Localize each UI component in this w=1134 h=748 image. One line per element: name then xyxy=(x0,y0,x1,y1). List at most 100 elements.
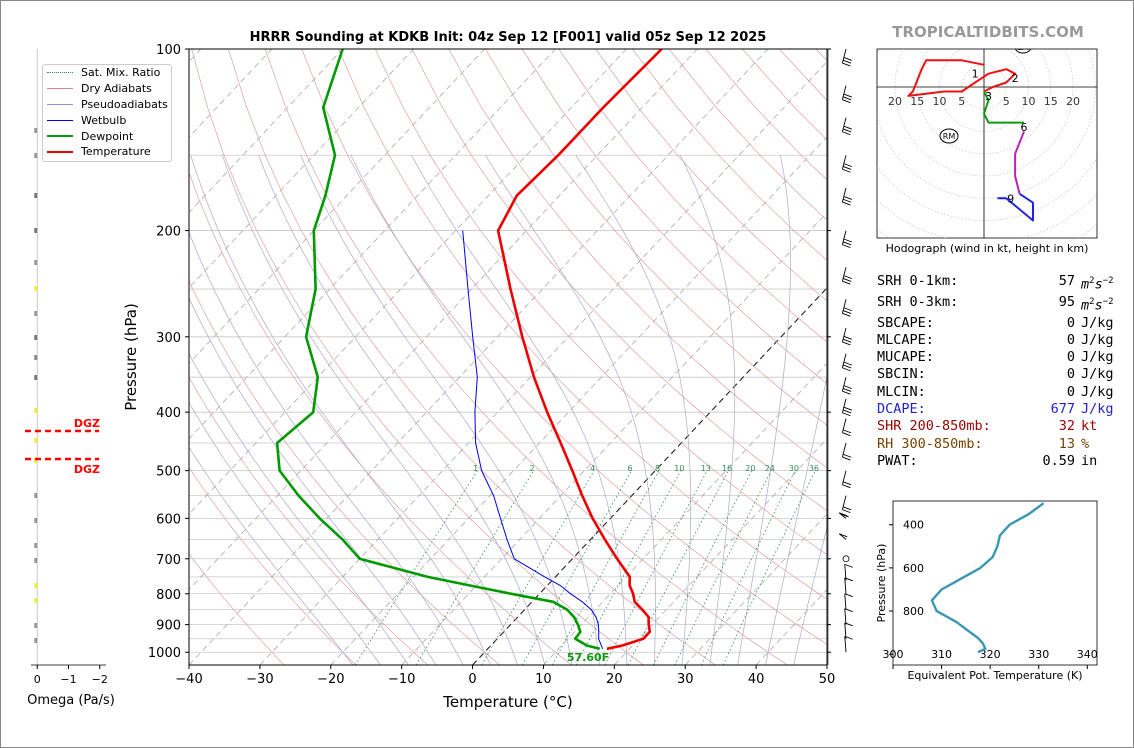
dry-adiabat xyxy=(558,49,827,343)
dry-adiabat xyxy=(521,49,827,384)
omega-tick-label: 0 xyxy=(34,673,41,686)
stat-row: SRH 0-1km: 57 m2s−2 xyxy=(877,273,1114,294)
isotherm xyxy=(189,49,627,515)
barb-flag xyxy=(842,99,851,104)
chart-title: HRRR Sounding at KDKB Init: 04z Sep 12 [… xyxy=(250,30,767,45)
mixing-ratio-label: 4 xyxy=(590,464,595,473)
pseudoadiabat xyxy=(189,297,437,665)
barb-flag xyxy=(844,563,853,568)
wind-barb xyxy=(844,593,847,610)
stat-label: SBCIN: xyxy=(877,366,926,383)
mixing-ratio-line xyxy=(354,470,478,665)
legend-swatch xyxy=(47,103,73,105)
wind-barb xyxy=(838,533,847,540)
mixing-ratio-label: 8 xyxy=(655,464,660,473)
barb-flag xyxy=(842,481,852,486)
dry-adiabat xyxy=(264,49,788,665)
barb-flag xyxy=(842,412,851,417)
hodograph-caption: Hodograph (wind in kt, height in km) xyxy=(886,242,1089,255)
stat-label: MUCAPE: xyxy=(877,349,934,366)
barb-flag xyxy=(842,201,851,206)
isotherm xyxy=(259,61,827,665)
dry-adiabat xyxy=(374,49,827,556)
omega-bar xyxy=(34,543,38,548)
omega-bar xyxy=(34,438,38,443)
barb-flag xyxy=(842,509,851,514)
wind-barb xyxy=(841,495,847,510)
legend-item: Dry Adiabats xyxy=(43,81,171,97)
barb-flag xyxy=(844,577,853,582)
theta-e-y-tick-label: 400 xyxy=(903,519,924,532)
barb-flag xyxy=(843,93,852,98)
isotherm xyxy=(330,136,827,665)
wind-barb xyxy=(841,117,847,132)
omega-bar xyxy=(34,598,38,603)
stat-label: PWAT: xyxy=(877,452,918,469)
mixing-ratio-label: 24 xyxy=(765,464,775,473)
wind-barbs xyxy=(827,48,853,665)
legend-item: Wetbulb xyxy=(43,112,171,128)
wind-barb xyxy=(844,622,847,639)
dry-adiabat xyxy=(189,466,357,665)
wind-barb xyxy=(844,636,847,653)
stat-row: PWAT: 0.59 in xyxy=(877,453,1114,470)
theta-e-x-tick-label: 330 xyxy=(1028,648,1049,661)
right-mover-marker xyxy=(939,128,959,144)
barb-flag xyxy=(844,635,853,640)
right-mover-label: RM xyxy=(943,132,956,141)
stat-unit: J/kg xyxy=(1081,331,1114,348)
barb-flag xyxy=(842,484,851,489)
barb-flag xyxy=(840,513,849,518)
hodograph-trace xyxy=(1014,131,1025,195)
isotherm xyxy=(614,438,827,665)
mixing-ratio-label: 30 xyxy=(789,464,799,473)
legend-item: Dewpoint xyxy=(43,128,171,144)
barb-flag xyxy=(843,307,852,312)
x-tick-label: 40 xyxy=(748,672,765,687)
wind-barb xyxy=(841,230,847,245)
barb-flag xyxy=(842,387,852,392)
theta-e-line xyxy=(930,502,1045,654)
dry-adiabat xyxy=(595,49,827,302)
legend-item: Sat. Mix. Ratio xyxy=(43,65,171,81)
dry-adiabat xyxy=(189,376,429,665)
stat-value: 13 xyxy=(1058,435,1075,452)
mixing-ratio-label: 20 xyxy=(745,464,755,473)
hodograph-trace xyxy=(907,59,1017,97)
wind-barb xyxy=(841,187,847,203)
barb-flag xyxy=(842,364,852,369)
stat-label: DCAPE: xyxy=(877,401,926,418)
stat-unit: J/kg xyxy=(1081,314,1114,331)
barb-flag xyxy=(842,96,852,101)
mixing-ratio-label: 36 xyxy=(809,464,819,473)
stat-label: MLCIN: xyxy=(877,383,926,400)
stats-panel: SRH 0-1km: 57 m2s−2 SRH 0-3km: 95 m2s−2 SBCAPE… xyxy=(877,273,1114,470)
stat-row: DCAPE: 677 J/kg xyxy=(877,401,1114,418)
wind-barb xyxy=(841,418,847,433)
hodograph-ring-label: 5 xyxy=(958,95,965,108)
hodograph-height-label: 6 xyxy=(1021,121,1028,134)
isotherm xyxy=(189,49,343,214)
dry-adiabat xyxy=(411,49,827,512)
pseudoadiabat xyxy=(350,155,600,665)
omega-bar xyxy=(34,193,38,198)
hodograph-trace xyxy=(997,192,1034,222)
wind-barb xyxy=(844,608,847,625)
skewt-plot: 1 2 4 6 8 10 13 16 20 24 30 36 −40 −30 −20 −10 0 10 20 30 4… xyxy=(122,43,835,711)
barb-flag xyxy=(842,198,852,203)
omega-bar xyxy=(34,518,38,523)
dry-adiabat xyxy=(301,49,827,645)
omega-bar xyxy=(34,408,38,413)
barb-flag xyxy=(843,385,852,390)
hodograph: 20 15 10 5 5 10 15 20 1 2 3 6 9 LM RM Hodograph (wind i… xyxy=(876,48,1098,255)
pseudoadiabat xyxy=(300,155,573,665)
pseudoadiabat xyxy=(189,352,409,665)
theta-e-x-tick-label: 320 xyxy=(980,648,1001,661)
legend-label: Sat. Mix. Ratio xyxy=(81,66,161,80)
stat-row: SHR 200-850mb: 32 kt xyxy=(877,418,1114,435)
hodograph-height-label: 3 xyxy=(985,90,992,103)
pseudoadiabat xyxy=(793,525,827,665)
theta-e-y-tick-label: 600 xyxy=(903,562,924,575)
profile-wetbulb xyxy=(462,230,604,649)
profile-dewpoint xyxy=(275,49,601,651)
